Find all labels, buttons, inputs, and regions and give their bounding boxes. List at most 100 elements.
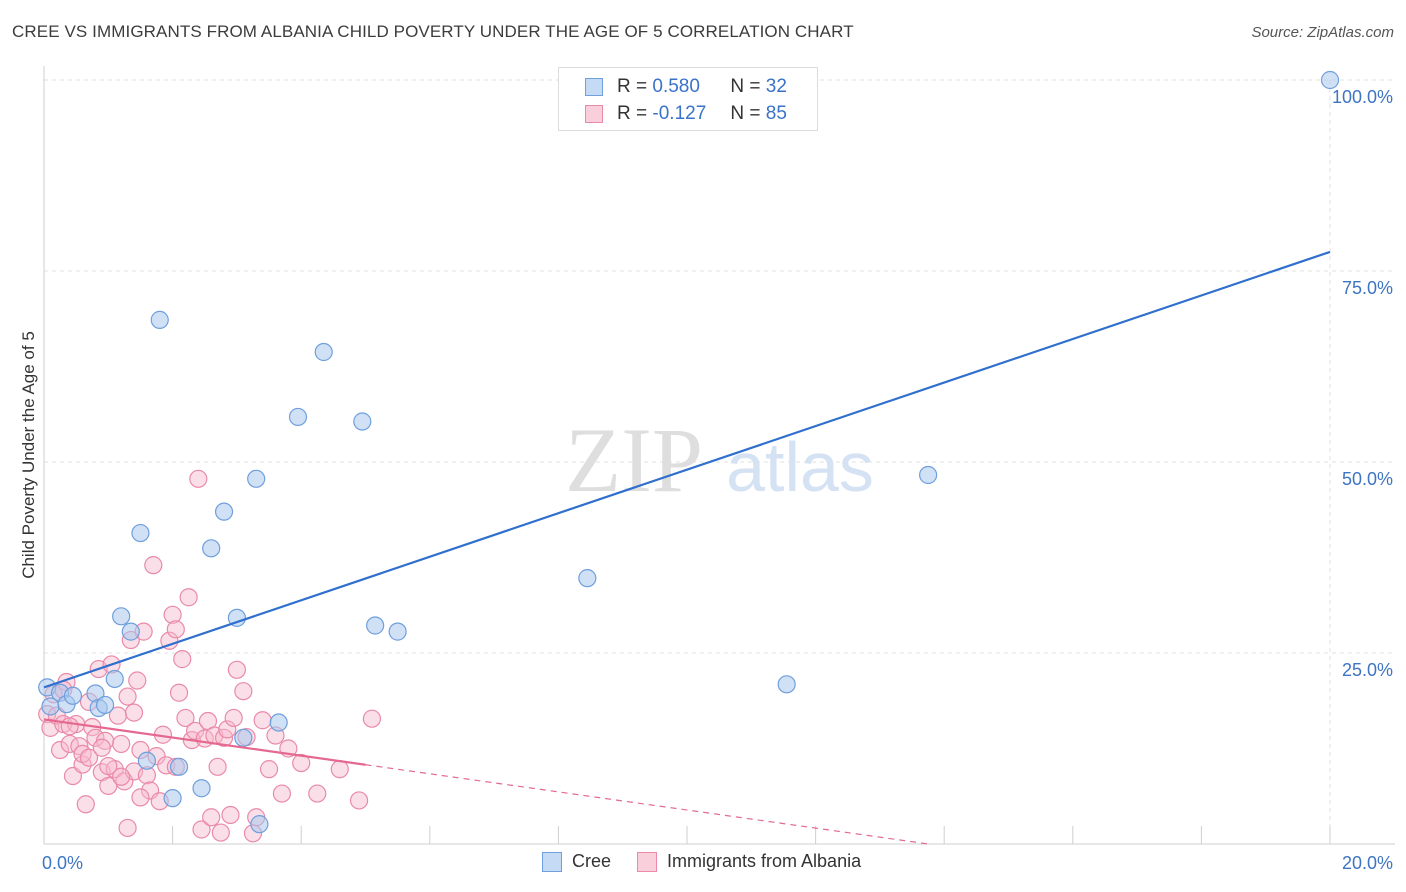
legend-n-label-albania: N =	[730, 103, 761, 124]
data-point-cree	[578, 569, 597, 588]
data-point-albania	[112, 767, 131, 786]
series-legend-swatch-albania	[637, 851, 658, 872]
series-legend-label-albania: Immigrants from Albania	[667, 851, 862, 871]
data-point-albania	[308, 784, 327, 803]
legend-n-value-albania: 85	[765, 103, 787, 124]
y-tick-label: 100.0%	[1332, 87, 1393, 107]
data-point-albania	[224, 708, 243, 728]
data-point-cree	[131, 523, 150, 543]
data-point-albania	[186, 721, 205, 741]
y-axis-label: Child Poverty Under the Age of 5	[19, 331, 38, 579]
data-point-albania	[227, 660, 246, 679]
data-point-albania	[131, 788, 150, 807]
data-point-cree	[137, 751, 156, 770]
data-point-albania	[221, 805, 240, 825]
data-point-cree	[353, 412, 372, 431]
data-point-albania	[349, 791, 369, 810]
data-point-cree	[202, 539, 221, 558]
series-legend-label-cree: Cree	[572, 851, 612, 871]
series-legend-cree: Cree	[542, 851, 611, 872]
data-point-cree	[150, 310, 169, 329]
legend-r-value-cree: 0.580	[652, 76, 700, 97]
data-point-albania	[60, 717, 79, 736]
data-point-albania	[163, 605, 182, 624]
data-point-albania	[202, 808, 221, 827]
data-point-albania	[208, 757, 227, 776]
data-point-albania	[169, 683, 189, 702]
legend-n-value-cree: 32	[765, 76, 787, 97]
correlation-legend: R = 0.580 N = 32 R = -0.127 N = 85	[558, 67, 818, 131]
data-point-cree	[95, 695, 115, 715]
data-point-albania	[128, 671, 147, 690]
y-tick-label: 25.0%	[1342, 660, 1393, 680]
data-point-albania	[50, 740, 70, 760]
watermark: ZIP atlas	[565, 409, 874, 511]
legend-row-albania: R = -0.127 N = 85	[585, 103, 787, 125]
data-point-albania	[144, 556, 163, 575]
data-point-cree	[269, 713, 288, 732]
data-point-cree	[214, 502, 234, 521]
data-point-albania	[118, 687, 137, 706]
data-point-albania	[176, 708, 195, 728]
y-tick-label: 75.0%	[1342, 278, 1393, 298]
series-legend-albania: Immigrants from Albania	[637, 851, 861, 872]
data-point-albania	[259, 760, 279, 779]
data-point-cree	[112, 607, 131, 626]
data-point-cree	[919, 465, 938, 485]
data-point-albania	[189, 469, 208, 488]
data-point-cree	[247, 469, 266, 488]
data-point-cree	[314, 342, 333, 362]
data-point-cree	[169, 757, 189, 776]
data-point-albania	[79, 748, 99, 767]
data-point-albania	[253, 711, 272, 730]
data-point-albania	[192, 820, 211, 839]
data-point-albania	[112, 734, 131, 754]
axes	[43, 66, 1395, 845]
trend-line-albania	[43, 718, 366, 766]
data-point-albania	[272, 784, 292, 803]
legend-r-label-albania: R =	[617, 103, 648, 124]
data-point-albania	[234, 682, 253, 701]
data-point-albania	[211, 823, 230, 842]
trend-line-cree	[43, 250, 1331, 689]
legend-r-label-cree: R =	[617, 76, 648, 97]
data-point-albania	[166, 620, 185, 639]
legend-row-cree: R = 0.580 N = 32	[585, 76, 787, 98]
data-point-cree	[227, 608, 246, 627]
data-point-cree	[366, 616, 385, 635]
legend-r-value-albania: -0.127	[652, 103, 707, 124]
data-point-cree	[250, 815, 269, 834]
series-legend: Cree Immigrants from Albania	[542, 851, 887, 872]
data-point-cree	[63, 686, 83, 705]
data-point-albania	[362, 709, 382, 728]
tick-labels: 25.0% 50.0% 75.0% 100.0% 0.0% 20.0%	[42, 87, 1393, 873]
data-point-albania	[118, 818, 137, 838]
data-point-cree	[1320, 70, 1340, 90]
data-point-albania	[124, 703, 144, 722]
data-point-cree	[163, 789, 182, 808]
chart-title: CREE VS IMMIGRANTS FROM ALBANIA CHILD PO…	[12, 22, 854, 41]
data-point-albania	[99, 756, 118, 776]
data-point-cree	[121, 622, 140, 641]
source-label: Source: ZipAtlas.com	[1251, 24, 1394, 41]
data-point-cree	[192, 779, 211, 798]
legend-swatch-cree	[585, 78, 603, 96]
data-point-albania	[218, 720, 237, 739]
watermark-zip: ZIP	[565, 409, 703, 511]
data-point-cree	[288, 407, 308, 427]
series-cree-points	[38, 70, 1340, 834]
data-point-cree	[388, 622, 407, 641]
watermark-atlas: atlas	[726, 428, 874, 506]
data-point-albania	[73, 755, 92, 774]
x-tick-label: 0.0%	[42, 853, 83, 873]
data-point-albania	[292, 753, 311, 773]
data-point-albania	[160, 631, 179, 650]
y-tick-label: 50.0%	[1342, 469, 1393, 489]
data-point-albania	[173, 650, 192, 669]
legend-swatch-albania	[585, 105, 603, 123]
series-legend-swatch-cree	[542, 851, 562, 872]
data-point-albania	[330, 760, 349, 779]
trend-line-albania-extension	[365, 764, 929, 845]
trend-lines	[43, 250, 1331, 845]
